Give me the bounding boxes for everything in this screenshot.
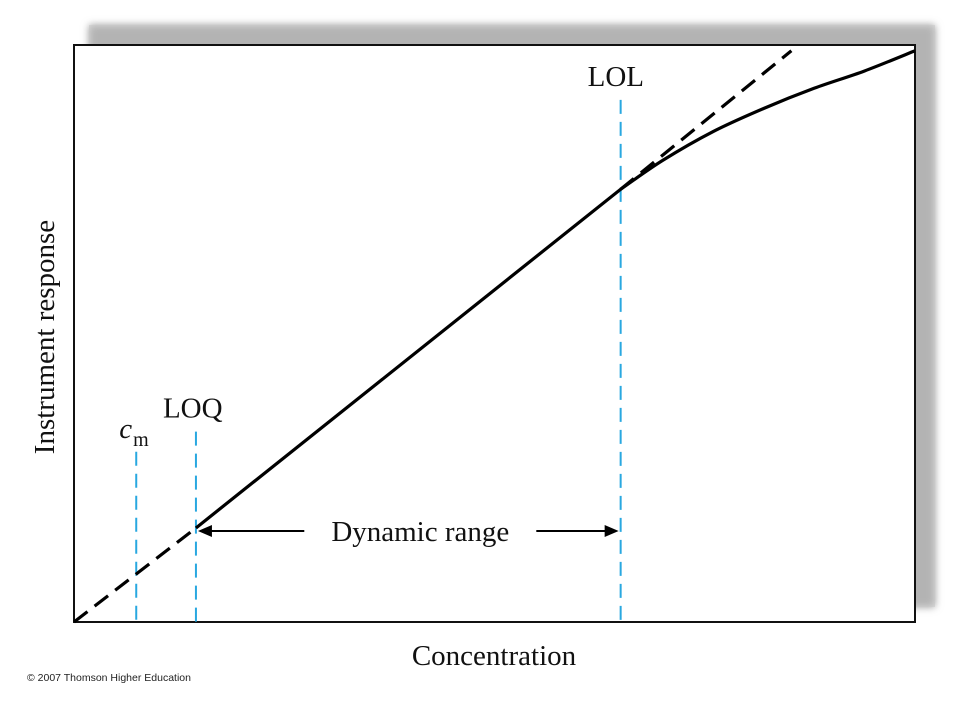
plot-frame xyxy=(73,44,916,623)
dynamic-range-label: Dynamic range xyxy=(331,516,509,548)
marker-label-1: LOQ xyxy=(163,393,223,425)
x-axis-label: Concentration xyxy=(412,640,577,672)
response-curve xyxy=(194,49,916,530)
y-axis-label: Instrument response xyxy=(29,220,61,454)
copyright-notice: © 2007 Thomson Higher Education xyxy=(27,672,191,684)
range-arrowhead-left xyxy=(197,524,212,537)
marker-label-2: LOL xyxy=(588,61,644,93)
extrapolation-line-2 xyxy=(619,49,793,191)
range-arrowhead-right xyxy=(604,524,619,537)
marker-label-subscript: m xyxy=(133,429,149,451)
